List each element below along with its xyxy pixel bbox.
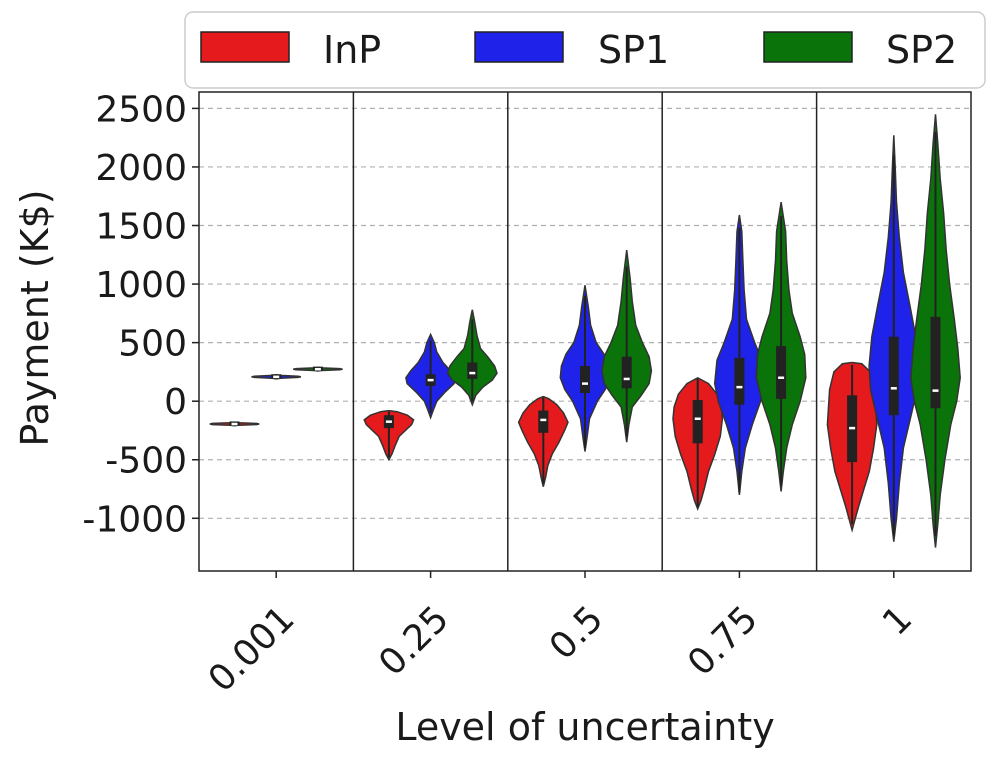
y-tick-label: 1000	[95, 265, 187, 306]
y-tick-label: 2000	[95, 148, 187, 189]
y-tick-label: 1500	[95, 207, 187, 248]
legend-swatch-inp	[200, 31, 290, 63]
iqr-box	[930, 316, 941, 409]
legend-label-sp1: SP1	[598, 28, 669, 72]
legend-swatch-sp2	[763, 31, 853, 63]
violin-plots	[209, 114, 961, 548]
y-axis-title: Payment (K$)	[13, 189, 57, 446]
legend-label-sp2: SP2	[886, 28, 957, 72]
x-axis-ticks: 0.001 0.25 0.5 0.75 1	[201, 571, 920, 700]
iqr-box	[621, 356, 632, 389]
legend: InP SP1 SP2	[184, 11, 986, 89]
x-tick-label: 0.5	[542, 598, 611, 667]
iqr-box	[734, 357, 745, 405]
category-separators	[352, 92, 818, 571]
iqr-box	[692, 400, 703, 444]
x-tick-label: 0.001	[201, 598, 303, 700]
y-axis-ticks: -1000 -500 0 500 1000 1500 2000 2500	[82, 89, 199, 540]
iqr-box	[580, 366, 590, 393]
y-tick-label: 0	[164, 382, 187, 423]
iqr-box	[776, 346, 787, 399]
y-tick-label: 2500	[95, 89, 187, 130]
iqr-box	[467, 362, 478, 379]
legend-box	[184, 11, 986, 89]
legend-swatch-sp1	[474, 31, 564, 63]
iqr-box	[538, 410, 549, 433]
x-tick-label: 0.75	[680, 598, 766, 684]
y-tick-label: 500	[118, 324, 187, 365]
y-tick-label: -500	[105, 441, 187, 482]
y-tick-label: -1000	[82, 499, 187, 540]
x-tick-label: 1	[875, 598, 920, 643]
x-axis-title: Level of uncertainty	[395, 705, 774, 749]
x-tick-label: 0.25	[371, 598, 457, 684]
legend-label-inp: InP	[323, 28, 381, 72]
iqr-box	[888, 336, 899, 416]
